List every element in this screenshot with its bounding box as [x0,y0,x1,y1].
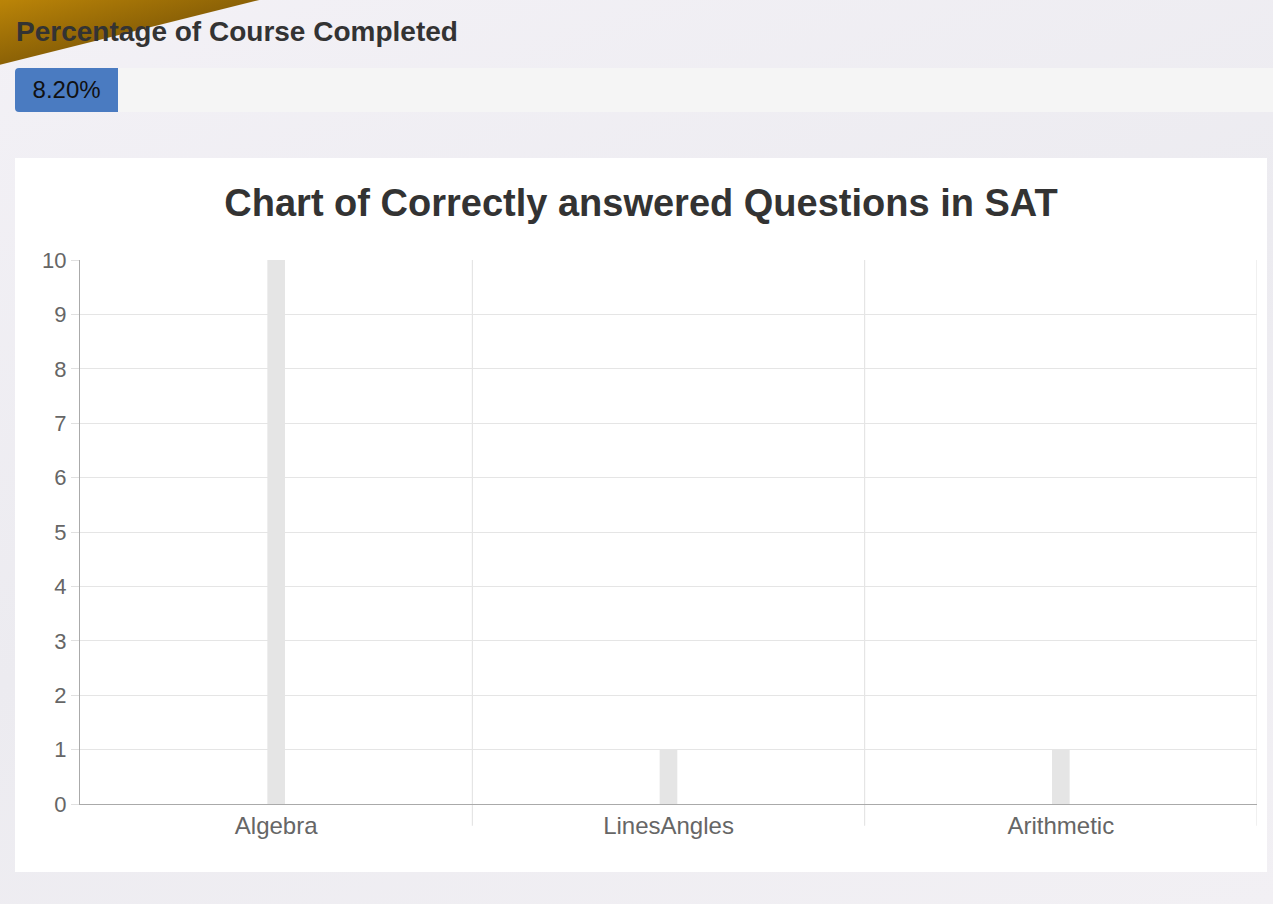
svg-text:Chart of Correctly answered Qu: Chart of Correctly answered Questions in… [224,182,1057,224]
svg-text:4: 4 [54,574,66,599]
svg-text:9: 9 [54,302,66,327]
svg-text:LinesAngles: LinesAngles [603,812,734,839]
svg-text:8: 8 [54,357,66,382]
svg-text:1: 1 [54,737,66,762]
html-text:8.20%: 8.20% [32,76,101,103]
svg-text:2: 2 [54,683,66,708]
svg-text:Arithmetic: Arithmetic [1007,812,1114,839]
html-text:Percentage of Course Completed: Percentage of Course Completed [16,16,458,47]
svg-text:5: 5 [54,520,66,545]
svg-text:0: 0 [54,792,66,817]
svg-text:10: 10 [42,248,66,273]
svg-text:Algebra: Algebra [235,812,318,839]
svg-text:6: 6 [54,465,66,490]
svg-text:7: 7 [54,411,66,436]
svg-text:3: 3 [54,629,66,654]
